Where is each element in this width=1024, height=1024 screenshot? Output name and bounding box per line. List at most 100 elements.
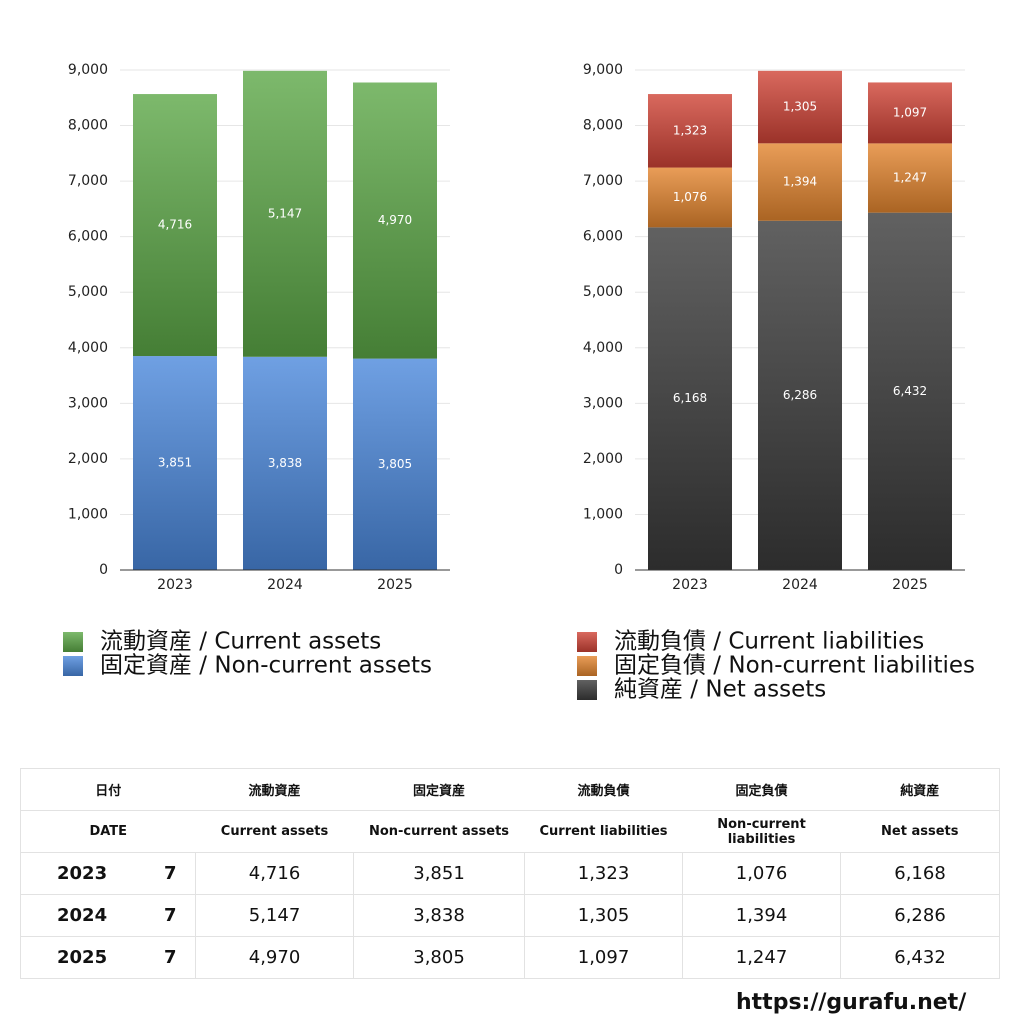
bar-segment — [353, 358, 437, 570]
legend-label: 固定負債 / Non-current liabilities — [614, 653, 975, 679]
table-cell: 6,432 — [840, 936, 1001, 979]
legend-swatch — [63, 632, 83, 652]
y-tick-label: 9,000 — [583, 62, 623, 78]
value-label: 3,838 — [268, 456, 302, 470]
bar-segment — [353, 82, 437, 359]
bar-segment — [648, 94, 732, 168]
y-tick-label: 6,000 — [68, 229, 108, 245]
table-cell: 2024 — [20, 894, 146, 937]
y-tick-label: 3,000 — [583, 395, 623, 411]
table-cell: 流動資産 — [195, 768, 354, 811]
value-label: 1,394 — [783, 175, 817, 189]
y-tick-label: 9,000 — [68, 62, 108, 78]
bar-segment — [868, 82, 952, 144]
table-cell: 4,716 — [195, 852, 355, 895]
table-cell: 1,323 — [524, 852, 684, 895]
value-label: 6,286 — [783, 388, 817, 402]
bar-segment — [648, 167, 732, 228]
value-label: 3,805 — [378, 457, 412, 471]
bar-segment — [133, 356, 217, 570]
x-tick-label: 2023 — [672, 577, 708, 593]
table-cell: 3,838 — [353, 894, 526, 937]
legend-swatch — [577, 680, 597, 700]
y-tick-label: 4,000 — [583, 340, 623, 356]
table-cell: 流動負債 — [524, 768, 683, 811]
table-cell: 2025 — [20, 936, 146, 979]
table-cell: 1,097 — [524, 936, 684, 979]
table-cell: Non-current liabilities — [682, 810, 841, 853]
y-tick-label: 2,000 — [68, 451, 108, 467]
y-tick-label: 1,000 — [68, 506, 108, 522]
table-cell: 1,076 — [682, 852, 842, 895]
x-tick-label: 2024 — [782, 577, 818, 593]
table-row: 2025 7 4,970 3,805 1,097 1,247 6,432 — [20, 936, 1001, 979]
table-cell: Current liabilities — [524, 810, 683, 853]
y-tick-label: 0 — [99, 562, 108, 578]
value-label: 5,147 — [268, 206, 302, 220]
value-label: 6,168 — [673, 391, 707, 405]
bar-segment — [868, 212, 952, 570]
table-cell: 6,168 — [840, 852, 1001, 895]
table-row: 2024 7 5,147 3,838 1,305 1,394 6,286 — [20, 894, 1001, 937]
data-table: 日付 流動資産 固定資産 流動負債 固定負債 純資産 DATE Current assets N… — [19, 768, 1001, 979]
legend-label: 固定資産 / Non-current assets — [100, 653, 432, 679]
bar-segment — [243, 356, 327, 570]
y-tick-label: 4,000 — [68, 340, 108, 356]
table-cell: 6,286 — [840, 894, 1001, 937]
bar-segment — [758, 70, 842, 144]
y-tick-label: 2,000 — [583, 451, 623, 467]
table-cell: 5,147 — [195, 894, 355, 937]
y-tick-label: 0 — [614, 562, 623, 578]
table-cell: 純資産 — [840, 768, 1001, 811]
table-cell: 3,851 — [353, 852, 526, 895]
bar-segment — [868, 143, 952, 213]
value-label: 1,097 — [893, 105, 927, 119]
x-tick-label: 2025 — [377, 577, 413, 593]
table-cell: 7 — [145, 936, 197, 979]
table-cell: 1,247 — [682, 936, 842, 979]
legend-swatch — [63, 656, 83, 676]
bar-segment — [758, 220, 842, 570]
legend-swatch — [577, 632, 597, 652]
y-tick-label: 6,000 — [583, 229, 623, 245]
table-row: DATE Current assets Non-current assets Curr… — [19, 810, 1001, 853]
table-cell: 日付 — [19, 768, 196, 811]
value-label: 1,305 — [783, 100, 817, 114]
legend-label: 純資産 / Net assets — [614, 677, 826, 703]
legend-swatch — [577, 656, 597, 676]
x-tick-label: 2023 — [157, 577, 193, 593]
footer-url: https://gurafu.net/ — [736, 990, 967, 1015]
table-cell: Current assets — [195, 810, 354, 853]
value-label: 3,851 — [158, 456, 192, 470]
value-label: 1,247 — [893, 171, 927, 185]
table-cell: 1,305 — [524, 894, 684, 937]
y-tick-label: 8,000 — [583, 118, 623, 134]
bar-segment — [133, 94, 217, 357]
value-label: 6,432 — [893, 384, 927, 398]
value-label: 1,323 — [673, 123, 707, 137]
y-tick-label: 1,000 — [583, 506, 623, 522]
bar-segment — [243, 70, 327, 357]
y-tick-label: 7,000 — [583, 173, 623, 189]
table-row: 2023 7 4,716 3,851 1,323 1,076 6,168 — [20, 852, 1001, 895]
table-cell: Net assets — [840, 810, 1001, 853]
legend-label: 流動負債 / Current liabilities — [614, 629, 924, 655]
x-tick-label: 2024 — [267, 577, 303, 593]
table-cell: 固定資産 — [353, 768, 525, 811]
table-cell: 7 — [145, 852, 197, 895]
y-tick-label: 8,000 — [68, 118, 108, 134]
x-tick-label: 2025 — [892, 577, 928, 593]
table-cell: 4,970 — [195, 936, 355, 979]
table-cell: 1,394 — [682, 894, 842, 937]
table-cell: 3,805 — [353, 936, 526, 979]
y-tick-label: 5,000 — [583, 284, 623, 300]
table-cell: 固定負債 — [682, 768, 841, 811]
table-cell: DATE — [19, 810, 196, 853]
y-tick-label: 3,000 — [68, 395, 108, 411]
y-tick-label: 7,000 — [68, 173, 108, 189]
table-cell: Non-current assets — [353, 810, 525, 853]
table-cell: 7 — [145, 894, 197, 937]
y-tick-label: 5,000 — [68, 284, 108, 300]
value-label: 1,076 — [673, 190, 707, 204]
